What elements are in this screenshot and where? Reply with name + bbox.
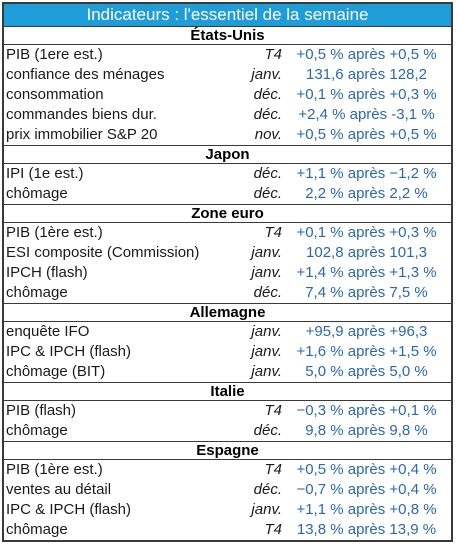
indicator-label: chômage <box>6 185 68 202</box>
indicator-value: 13,8 % après 13,9 % <box>296 521 437 538</box>
indicator-label: ESI composite (Commission) <box>6 244 200 261</box>
table-row: chômage T4 13,8 % après 13,9 % <box>4 520 451 540</box>
indicator-value: 102,8 après 101,3 <box>306 244 427 261</box>
indicator-label: enquête IFO <box>6 323 90 340</box>
table-row: PIB (1ère est.) T4 +0,5 % après +0,4 % <box>4 460 451 480</box>
period-label: janv. <box>251 363 282 380</box>
indicator-label: IPC & IPCH (flash) <box>6 501 132 518</box>
period-label: déc. <box>253 284 282 301</box>
period-label: déc. <box>253 481 282 498</box>
table-row: chômage (BIT) janv. 5,0 % après 5,0 % <box>4 362 451 382</box>
indicator-label: chômage (BIT) <box>6 363 106 380</box>
table-row: confiance des ménages janv. 131,6 après 12… <box>4 65 451 85</box>
indicator-value: +0,1 % après +0,3 % <box>296 224 437 241</box>
table-row: prix immobilier S&P 20 nov. +0,5 % après +… <box>4 125 451 145</box>
period-label: déc. <box>253 106 282 123</box>
table-row: chômage déc. 9,8 % après 9,8 % <box>4 421 451 441</box>
section-heading: Allemagne <box>4 304 451 322</box>
section: Japon IPI (1e est.) déc. +1,1 % après −1,2 … <box>4 146 451 205</box>
indicator-value: 5,0 % après 5,0 % <box>305 363 428 380</box>
indicator-label: chômage <box>6 422 68 439</box>
indicator-label: confiance des ménages <box>6 66 165 83</box>
table-row: IPCH (flash) janv. +1,4 % après +1,3 % <box>4 263 451 283</box>
indicator-label: PIB (1ère est.) <box>6 224 103 241</box>
period-label: janv. <box>251 323 282 340</box>
indicator-label: ventes au détail <box>6 481 112 498</box>
indicator-label: commandes biens dur. <box>6 106 157 123</box>
indicator-label: prix immobilier S&P 20 <box>6 126 158 143</box>
indicator-label: PIB (flash) <box>6 402 77 419</box>
table-row: IPC & IPCH (flash) janv. +1,6 % après +1,5… <box>4 342 451 362</box>
table-row: PIB (flash) T4 −0,3 % après +0,1 % <box>4 401 451 421</box>
table-row: IPI (1e est.) déc. +1,1 % après −1,2 % <box>4 164 451 184</box>
indicator-value: +1,4 % après +1,3 % <box>296 264 437 281</box>
period-label: janv. <box>251 244 282 261</box>
indicator-value: +2,4 % après -3,1 % <box>298 106 435 123</box>
indicator-value: 7,4 % après 7,5 % <box>305 284 428 301</box>
period-label: déc. <box>253 185 282 202</box>
section: États-Unis PIB (1ere est.) T4 +0,5 % après … <box>4 27 451 146</box>
table-row: ventes au détail déc. −0,7 % après +0,4 % <box>4 480 451 500</box>
indicator-value: +1,6 % après +1,5 % <box>296 343 437 360</box>
table-row: ESI composite (Commission) janv. 102,8 apr… <box>4 243 451 263</box>
section: Italie PIB (flash) T4 −0,3 % après +0,1 % ch… <box>4 383 451 442</box>
period-label: janv. <box>251 66 282 83</box>
indicator-value: 9,8 % après 9,8 % <box>305 422 428 439</box>
indicator-label: chômage <box>6 521 68 538</box>
section: Zone euro PIB (1ère est.) T4 +0,1 % après +… <box>4 205 451 304</box>
period-label: janv. <box>251 264 282 281</box>
indicator-value: +0,1 % après +0,3 % <box>296 86 437 103</box>
indicator-label: consommation <box>6 86 104 103</box>
period-label: T4 <box>264 402 282 419</box>
indicator-label: IPCH (flash) <box>6 264 88 281</box>
table-row: enquête IFO janv. +95,9 après +96,3 <box>4 322 451 342</box>
table-row: PIB (1ere est.) T4 +0,5 % après +0,5 % <box>4 45 451 65</box>
indicator-label: IPI (1e est.) <box>6 165 84 182</box>
section-heading: Espagne <box>4 442 451 460</box>
period-label: déc. <box>253 165 282 182</box>
table-row: IPC & IPCH (flash) janv. +1,1 % après +0,8… <box>4 500 451 520</box>
section-heading: Zone euro <box>4 205 451 223</box>
period-label: déc. <box>253 86 282 103</box>
indicator-value: +1,1 % après −1,2 % <box>296 165 437 182</box>
period-label: janv. <box>251 501 282 518</box>
section: Allemagne enquête IFO janv. +95,9 après +96… <box>4 304 451 383</box>
section: Espagne PIB (1ère est.) T4 +0,5 % après +0,… <box>4 442 451 540</box>
section-heading: États-Unis <box>4 27 451 45</box>
indicator-value: +0,5 % après +0,5 % <box>296 46 437 63</box>
period-label: T4 <box>264 521 282 538</box>
period-label: déc. <box>253 422 282 439</box>
indicator-value: +0,5 % après +0,4 % <box>296 461 437 478</box>
indicator-value: 2,2 % après 2,2 % <box>305 185 428 202</box>
period-label: T4 <box>264 46 282 63</box>
indicator-label: PIB (1ère est.) <box>6 461 103 478</box>
table-row: commandes biens dur. déc. +2,4 % après -3,… <box>4 105 451 125</box>
indicator-value: −0,7 % après +0,4 % <box>296 481 437 498</box>
indicator-value: +1,1 % après +0,8 % <box>296 501 437 518</box>
table-row: chômage déc. 2,2 % après 2,2 % <box>4 184 451 204</box>
indicator-value: −0,3 % après +0,1 % <box>296 402 437 419</box>
indicator-label: chômage <box>6 284 68 301</box>
table-row: consommation déc. +0,1 % après +0,3 % <box>4 85 451 105</box>
indicator-value: +95,9 après +96,3 <box>305 323 428 340</box>
table-row: PIB (1ère est.) T4 +0,1 % après +0,3 % <box>4 223 451 243</box>
section-heading: Italie <box>4 383 451 401</box>
indicator-label: IPC & IPCH (flash) <box>6 343 132 360</box>
indicator-value: +0,5 % après +0,5 % <box>296 126 437 143</box>
indicator-label: PIB (1ere est.) <box>6 46 103 63</box>
indicators-table: Indicateurs : l'essentiel de la semaine … <box>2 2 453 542</box>
indicator-value: 131,6 après 128,2 <box>306 66 427 83</box>
period-label: nov. <box>254 126 282 143</box>
table-title: Indicateurs : l'essentiel de la semaine <box>4 4 451 27</box>
period-label: T4 <box>264 461 282 478</box>
period-label: T4 <box>264 224 282 241</box>
period-label: janv. <box>251 343 282 360</box>
section-heading: Japon <box>4 146 451 164</box>
table-row: chômage déc. 7,4 % après 7,5 % <box>4 283 451 303</box>
sections-container: États-Unis PIB (1ere est.) T4 +0,5 % après … <box>4 27 451 540</box>
